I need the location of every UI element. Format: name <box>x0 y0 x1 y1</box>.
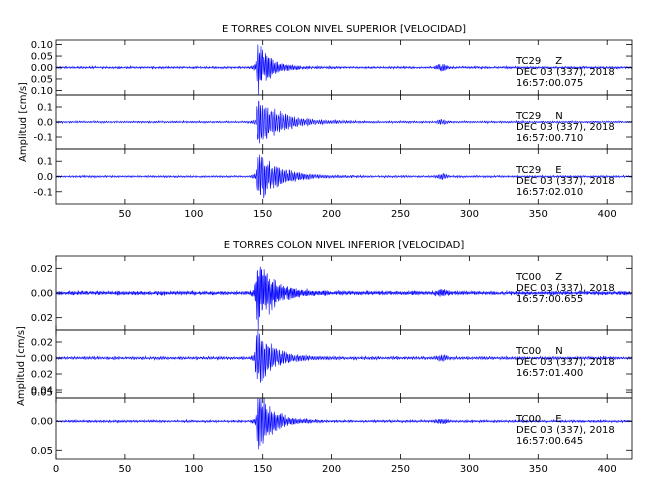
x-tick-label: 200 <box>322 209 341 220</box>
station-label: TC29 N <box>515 111 563 122</box>
time-label: 16:57:01.400 <box>516 368 583 379</box>
waveform-trace <box>55 397 633 450</box>
y-tick-label: 0.00 <box>31 417 53 428</box>
component-code: Z <box>555 272 562 283</box>
waveform-trace <box>55 330 633 383</box>
waveform-trace <box>55 44 633 95</box>
y-tick-label: 0.02 <box>31 338 53 349</box>
station-code: TC29 <box>515 165 541 176</box>
x-tick-label: 200 <box>322 464 341 475</box>
time-label: 16:57:02.010 <box>516 187 583 198</box>
chart-title-superior: E TORRES COLON NIVEL SUPERIOR [VELOCIDAD… <box>222 24 466 35</box>
y-tick-label: 0.10 <box>31 40 53 51</box>
x-tick-label: 250 <box>391 209 410 220</box>
x-tick-label: 50 <box>119 209 132 220</box>
y-tick-label: 0.00 <box>31 63 53 74</box>
station-label: TC29 E <box>515 165 562 176</box>
y-tick-label: 0.0 <box>37 118 53 129</box>
x-tick-label: 400 <box>598 209 617 220</box>
x-tick-label: 350 <box>529 464 548 475</box>
station-code: TC29 <box>515 111 541 122</box>
component-code: Z <box>555 56 562 67</box>
component-code: E <box>555 414 561 425</box>
station-code: TC29 <box>515 56 541 67</box>
x-tick-label: 400 <box>598 464 617 475</box>
chart-title-inferior: E TORRES COLON NIVEL INFERIOR [VELOCIDAD… <box>224 240 465 251</box>
y-tick-label: -0.1 <box>33 187 53 198</box>
y-tick-label: 0.05 <box>31 446 53 457</box>
waveform-trace <box>55 266 633 331</box>
station-code: TC00 <box>515 414 541 425</box>
component-code: N <box>555 111 562 122</box>
y-tick-label: 0.10 <box>31 86 53 97</box>
station-code: TC00 <box>515 346 541 357</box>
x-tick-label: 150 <box>253 464 272 475</box>
component-code: N <box>555 346 562 357</box>
x-tick-label: 150 <box>253 209 272 220</box>
time-label: 16:57:00.655 <box>516 294 583 305</box>
date-label: DEC 03 (337), 2018 <box>516 283 615 294</box>
y-tick-label: 0.02 <box>31 264 53 275</box>
station-label: TC00 N <box>515 346 563 357</box>
x-tick-label: 250 <box>391 464 410 475</box>
waveform-trace <box>55 154 633 199</box>
y-tick-label: 0.00 <box>31 354 53 365</box>
component-code: E <box>555 165 561 176</box>
waveform-trace <box>55 100 633 144</box>
y-tick-label: 0.05 <box>31 74 53 85</box>
x-tick-label: 100 <box>184 464 203 475</box>
date-label: DEC 03 (337), 2018 <box>516 122 615 133</box>
y-tick-label: 0.0 <box>37 172 53 183</box>
y-axis-label-inferior: Amplitud [cm/s] <box>16 326 27 406</box>
x-tick-label: 50 <box>119 464 132 475</box>
y-tick-label: -0.1 <box>33 133 53 144</box>
date-label: DEC 03 (337), 2018 <box>516 176 615 187</box>
station-code: TC00 <box>515 272 541 283</box>
station-label: TC00 Z <box>515 272 562 283</box>
station-label: TC29 Z <box>515 56 562 67</box>
x-tick-label: 100 <box>184 209 203 220</box>
y-tick-label: 0.04 <box>31 386 53 397</box>
x-tick-label: 300 <box>460 209 479 220</box>
panel-frame <box>55 397 633 460</box>
x-tick-label: 350 <box>529 209 548 220</box>
y-tick-label: 0.00 <box>31 289 53 300</box>
time-label: 16:57:00.710 <box>516 133 583 144</box>
time-label: 16:57:00.075 <box>516 78 583 89</box>
y-tick-label: 0.02 <box>31 370 53 381</box>
y-tick-label: 0.05 <box>31 388 53 399</box>
station-label: TC00 E <box>515 414 562 425</box>
y-tick-label: 0.1 <box>37 103 53 114</box>
y-tick-label: 0.1 <box>37 157 53 168</box>
date-label: DEC 03 (337), 2018 <box>516 357 615 368</box>
x-tick-label: 0 <box>53 464 59 475</box>
y-tick-label: 0.05 <box>31 52 53 63</box>
y-axis-label-superior: Amplitud [cm/s] <box>18 82 29 162</box>
y-tick-label: 0.02 <box>31 313 53 324</box>
time-label: 16:57:00.645 <box>516 436 583 447</box>
x-tick-label: 300 <box>460 464 479 475</box>
date-label: DEC 03 (337), 2018 <box>516 67 615 78</box>
date-label: DEC 03 (337), 2018 <box>516 425 615 436</box>
